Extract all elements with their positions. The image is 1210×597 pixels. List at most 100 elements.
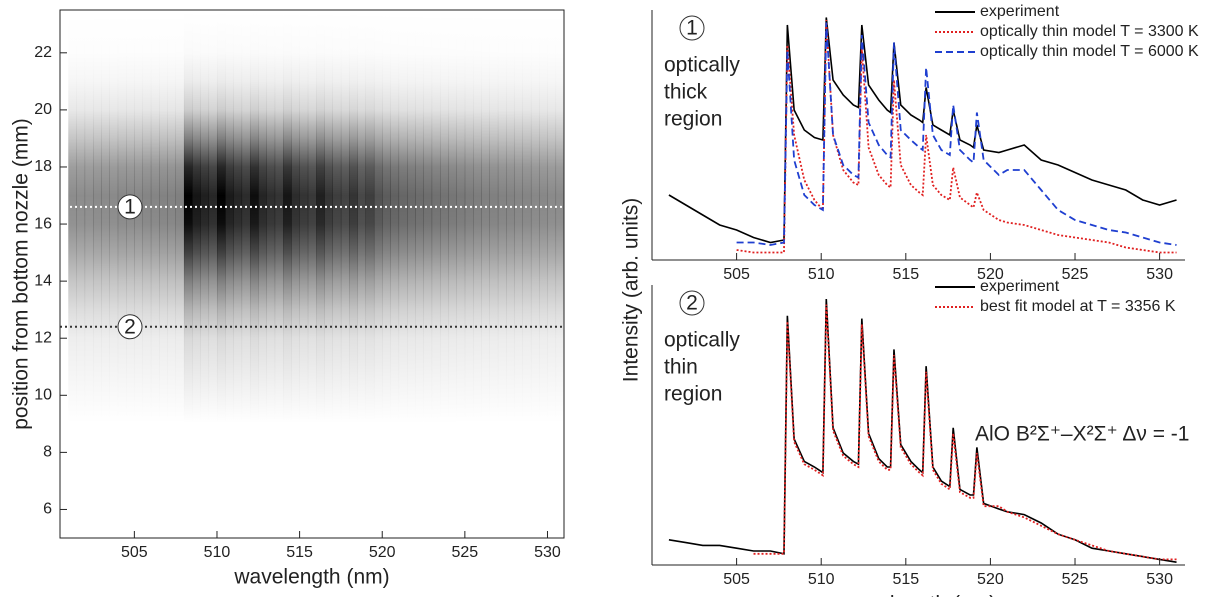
heatmap-column	[225, 10, 234, 538]
marker-label: 1	[124, 195, 136, 218]
x-tick-label: 525	[452, 544, 479, 561]
heatmap-column	[423, 10, 433, 538]
region-note: thin	[664, 356, 698, 379]
heatmap-column	[555, 10, 565, 538]
x-tick-label: 530	[1146, 571, 1173, 588]
heatmap-column	[365, 10, 375, 538]
y-tick-label: 16	[34, 215, 52, 232]
x-tick-label: 510	[204, 544, 231, 561]
legend-label: optically thin model T = 3300 K	[980, 23, 1199, 40]
y-tick-label: 8	[43, 444, 52, 461]
legend-label: experiment	[980, 278, 1060, 295]
heatmap-column	[324, 10, 333, 538]
y-tick-label: 10	[34, 387, 52, 404]
frame	[59, 9, 565, 539]
heatmap-column	[93, 10, 102, 538]
heatmap-column	[514, 10, 523, 538]
x-axis-label: wavelength (nm)	[840, 593, 996, 597]
y-tick-label: 12	[34, 329, 52, 346]
heatmap-column	[192, 10, 201, 538]
y-tick-label: 20	[34, 101, 52, 118]
marker-circle	[679, 15, 705, 41]
x-tick-label: 520	[977, 571, 1004, 588]
y-tick-label: 18	[34, 158, 52, 175]
heatmap-column	[522, 10, 532, 538]
heatmap-column	[167, 10, 176, 538]
x-tick-label: 515	[892, 266, 919, 283]
heatmap-column	[291, 10, 300, 538]
x-tick-label: 505	[121, 544, 148, 561]
heatmap-column	[431, 10, 441, 538]
heatmap-column	[481, 10, 490, 538]
marker-label: 2	[686, 292, 698, 315]
region-note: region	[664, 108, 722, 131]
heatmap-column	[497, 10, 507, 538]
legend-label: optically thin model T = 6000 K	[980, 43, 1199, 60]
heatmap-column	[216, 10, 226, 538]
heatmap-column	[407, 10, 416, 538]
heatmap-column	[382, 10, 391, 538]
heatmap-column	[464, 10, 474, 538]
x-tick-label: 520	[977, 266, 1004, 283]
x-tick-label: 515	[892, 571, 919, 588]
heatmap-column	[316, 10, 325, 538]
region-note: optically	[664, 329, 740, 352]
heatmap-column	[340, 10, 350, 538]
legend-label: experiment	[980, 3, 1060, 20]
heatmap-column	[150, 10, 160, 538]
annotation: AlO B²Σ⁺–X²Σ⁺ Δν = -1	[975, 423, 1189, 446]
marker-circle	[679, 290, 705, 316]
y-axis-label: Intensity (arb. units)	[620, 198, 643, 382]
heatmap-column	[440, 10, 449, 538]
legend-label: best fit model at T = 3356 K	[980, 298, 1176, 315]
x-tick-label: 505	[723, 266, 750, 283]
heatmap-column	[126, 10, 135, 538]
heatmap-column	[208, 10, 218, 538]
heatmap-column	[250, 10, 259, 538]
series-line	[668, 17, 1177, 244]
y-axis-label: position from bottom nozzle (mm)	[10, 118, 33, 430]
heatmap-column	[117, 10, 127, 538]
heatmap-column	[448, 10, 457, 538]
region-note: region	[664, 383, 722, 406]
heatmap-column	[283, 10, 292, 538]
heatmap-column	[84, 10, 94, 538]
heatmap-column	[390, 10, 400, 538]
heatmap-column	[349, 10, 358, 538]
heatmap-column	[76, 10, 86, 538]
series-line	[753, 304, 1177, 561]
heatmap-column	[332, 10, 342, 538]
x-axis-label: wavelength (nm)	[233, 566, 389, 589]
x-tick-label: 530	[1146, 266, 1173, 283]
x-tick-label: 505	[723, 571, 750, 588]
heatmap-column	[398, 10, 408, 538]
heatmap-column	[307, 10, 317, 538]
x-tick-label: 525	[1062, 266, 1089, 283]
heatmap-column	[200, 10, 210, 538]
marker-circle	[117, 314, 143, 340]
marker-label: 1	[686, 17, 698, 40]
heatmap-column	[547, 10, 557, 538]
x-tick-label: 515	[286, 544, 313, 561]
heatmap-column	[101, 10, 110, 538]
heatmap-column	[415, 10, 424, 538]
heatmap-column	[68, 10, 77, 538]
x-tick-label: 530	[534, 544, 561, 561]
marker-circle	[117, 194, 143, 220]
heatmap-column	[142, 10, 152, 538]
heatmap-column	[159, 10, 168, 538]
heatmap-column	[539, 10, 548, 538]
heatmap-column	[183, 10, 193, 538]
heatmap-column	[373, 10, 383, 538]
heatmap-column	[506, 10, 515, 538]
heatmap-column	[266, 10, 276, 538]
heatmap-column	[274, 10, 284, 538]
heatmap-column	[489, 10, 499, 538]
y-tick-label: 14	[34, 272, 52, 289]
marker-label: 2	[124, 315, 136, 338]
y-tick-label: 6	[43, 501, 52, 518]
y-tick-label: 22	[34, 44, 52, 61]
x-tick-label: 510	[808, 266, 835, 283]
x-tick-label: 525	[1062, 571, 1089, 588]
heatmap-column	[357, 10, 367, 538]
